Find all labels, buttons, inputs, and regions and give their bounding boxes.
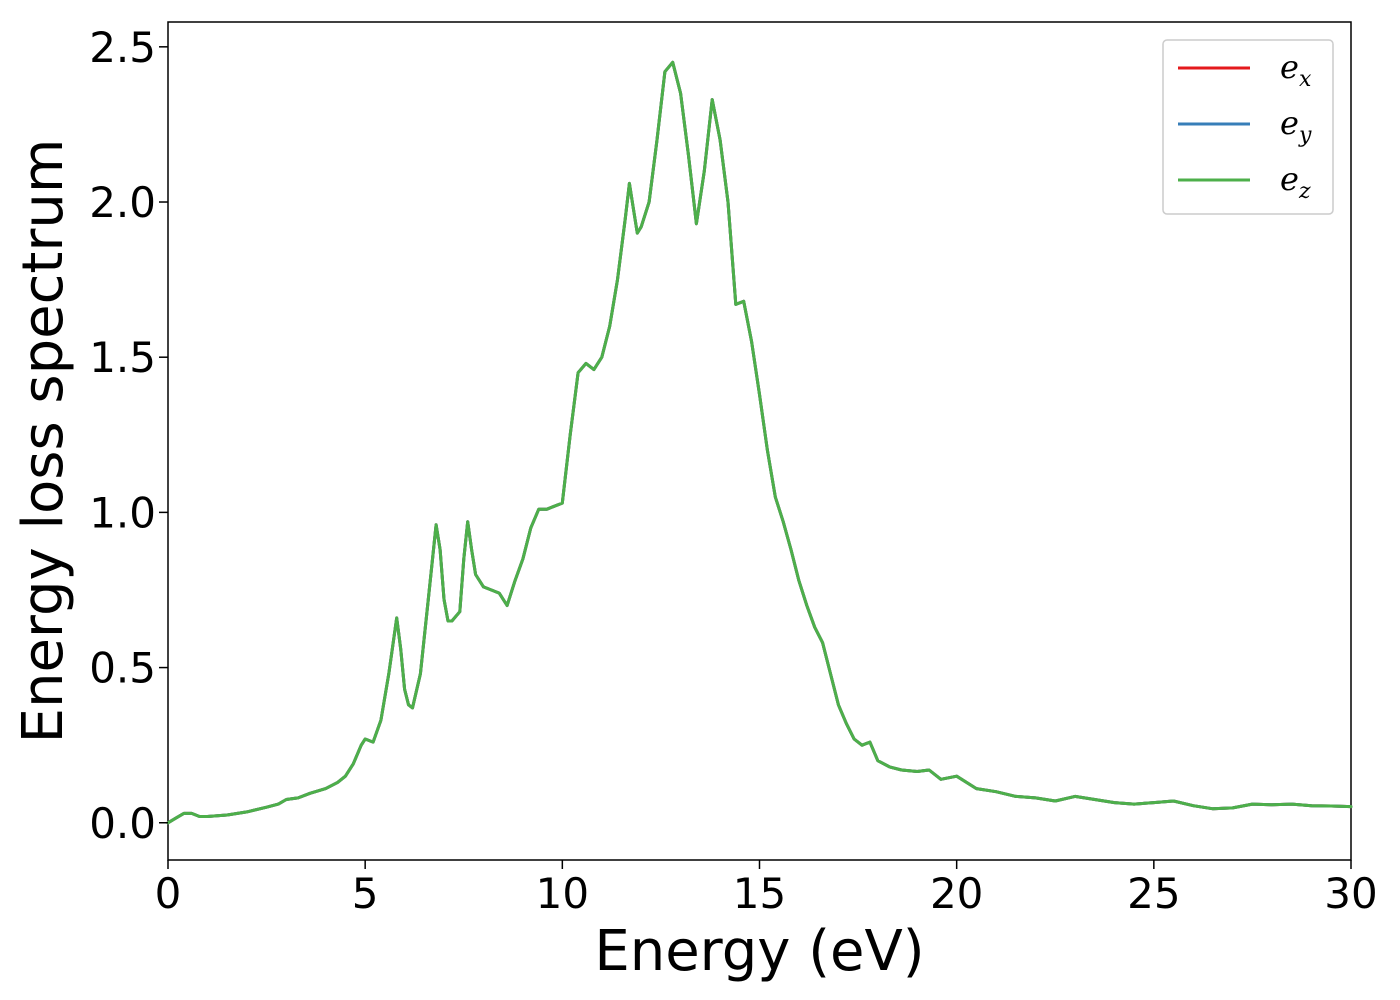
x-tick-label: 30 (1324, 869, 1377, 918)
x-tick-label: 5 (352, 869, 379, 918)
x-tick-label: 0 (155, 869, 182, 918)
x-axis-label: Energy (eV) (594, 919, 924, 984)
y-tick-label: 2.5 (89, 23, 156, 72)
legend-box (1162, 39, 1334, 215)
series-layer (166, 60, 1353, 825)
legend-label-x: ex (1280, 48, 1312, 92)
x-tick-label: 20 (930, 869, 983, 918)
x-tick-label: 15 (733, 869, 786, 918)
y-tick-label: 1.0 (89, 488, 156, 537)
legend-label-base: e (1280, 48, 1299, 86)
legend-label-subscript: x (1299, 67, 1312, 92)
y-axis-label: Energy loss spectrum (11, 139, 76, 744)
x-tick-label: 10 (536, 869, 589, 918)
y-tick-label: 2.0 (89, 178, 156, 227)
legend-label-y: ey (1280, 104, 1312, 148)
legend-label-subscript: z (1298, 179, 1311, 204)
y-tick-label: 0.0 (89, 799, 156, 848)
legend-label-base: e (1280, 104, 1299, 142)
y-tick-label: 1.5 (89, 333, 156, 382)
series-line-z (166, 60, 1353, 825)
x-axis: 0 5 10 15 20 25 30 (155, 860, 1378, 918)
legend-label-z: ez (1280, 160, 1311, 204)
legend-label-base: e (1280, 160, 1299, 198)
legend-label-subscript: y (1298, 123, 1312, 148)
x-tick-label: 25 (1127, 869, 1180, 918)
y-tick-label: 0.5 (89, 644, 156, 693)
y-axis: 0.0 0.5 1.0 1.5 2.0 2.5 (89, 23, 168, 848)
